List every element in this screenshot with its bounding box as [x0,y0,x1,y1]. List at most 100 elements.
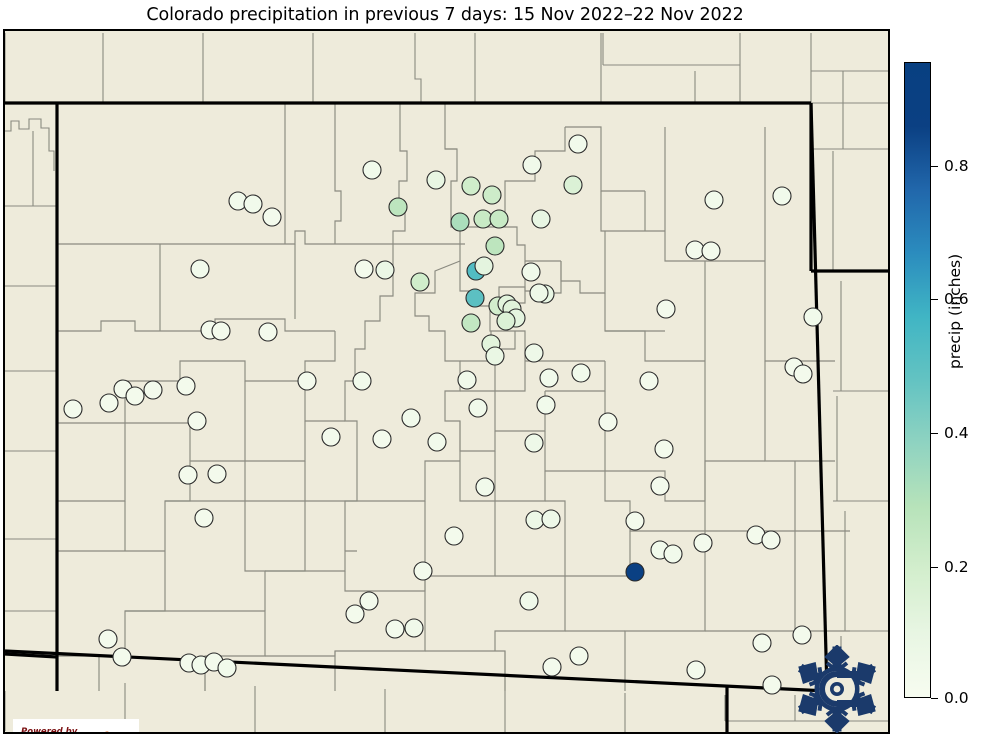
colorbar[interactable] [904,62,931,698]
station-marker[interactable] [410,272,430,292]
station-marker[interactable] [187,411,207,431]
station-marker[interactable] [207,464,227,484]
station-marker[interactable] [354,259,374,279]
station-marker[interactable] [99,393,119,413]
colorbar-gradient [905,63,930,697]
station-markers[interactable] [63,134,823,695]
station-marker[interactable] [793,364,813,384]
station-marker[interactable] [362,160,382,180]
station-marker[interactable] [461,176,481,196]
station-marker[interactable] [258,322,278,342]
colorbar-tick [931,433,938,434]
station-marker[interactable] [598,412,618,432]
colorado-climate-center-snowflake-icon [797,645,877,733]
station-marker[interactable] [485,236,505,256]
station-marker[interactable] [752,633,772,653]
station-marker[interactable] [190,259,210,279]
station-marker[interactable] [217,658,237,678]
station-marker[interactable] [125,386,145,406]
colorado-county-map[interactable] [5,31,888,732]
station-marker[interactable] [388,197,408,217]
station-marker[interactable] [211,321,231,341]
station-marker[interactable] [701,241,721,261]
station-marker[interactable] [176,376,196,396]
station-marker[interactable] [404,618,424,638]
station-marker[interactable] [375,260,395,280]
station-marker[interactable] [63,399,83,419]
station-marker[interactable] [473,209,493,229]
station-marker[interactable] [345,604,365,624]
station-marker[interactable] [654,439,674,459]
colorbar-tick-label: 0.6 [944,290,969,308]
station-marker[interactable] [569,646,589,666]
station-marker[interactable] [539,368,559,388]
station-marker[interactable] [693,533,713,553]
station-marker[interactable] [650,476,670,496]
station-marker[interactable] [704,190,724,210]
station-marker[interactable] [401,408,421,428]
station-marker[interactable] [426,170,446,190]
station-marker[interactable] [352,371,372,391]
station-marker[interactable] [474,256,494,276]
station-marker[interactable] [571,363,591,383]
station-marker[interactable] [686,660,706,680]
station-marker[interactable] [639,371,659,391]
station-marker[interactable] [529,283,549,303]
station-marker[interactable] [359,591,379,611]
acis-swoosh-icon [104,731,109,732]
station-marker[interactable] [772,186,792,206]
station-marker[interactable] [536,395,556,415]
colorbar-tick-label: 0.2 [944,558,969,576]
station-marker[interactable] [663,544,683,564]
station-marker[interactable] [496,311,516,331]
station-marker[interactable] [427,432,447,452]
station-marker[interactable] [563,175,583,195]
station-marker[interactable] [568,134,588,154]
station-marker[interactable] [444,526,464,546]
station-marker[interactable] [519,591,539,611]
station-marker[interactable] [522,155,542,175]
station-marker[interactable] [531,209,551,229]
station-marker[interactable] [625,511,645,531]
station-marker[interactable] [792,625,812,645]
station-marker[interactable] [372,429,392,449]
station-marker[interactable] [461,313,481,333]
station-marker[interactable] [521,262,541,282]
station-marker[interactable] [685,240,705,260]
station-marker[interactable] [413,561,433,581]
station-marker[interactable] [112,647,132,667]
map-panel[interactable]: Powered by ACIS Regional Climate Centers [3,29,890,734]
acis-logo-background [13,719,139,732]
station-marker[interactable] [524,343,544,363]
colorbar-tick [931,299,938,300]
station-marker[interactable] [625,562,645,582]
station-marker[interactable] [525,510,545,530]
station-marker[interactable] [98,629,118,649]
station-marker[interactable] [143,380,163,400]
station-marker[interactable] [297,371,317,391]
station-marker[interactable] [482,185,502,205]
station-marker[interactable] [803,307,823,327]
station-marker[interactable] [761,530,781,550]
station-marker[interactable] [178,465,198,485]
station-marker[interactable] [541,509,561,529]
station-marker[interactable] [489,209,509,229]
station-marker[interactable] [243,194,263,214]
station-marker[interactable] [465,288,485,308]
station-marker[interactable] [321,427,341,447]
station-marker[interactable] [385,619,405,639]
station-marker[interactable] [524,433,544,453]
station-marker[interactable] [542,657,562,677]
station-marker[interactable] [457,370,477,390]
station-marker[interactable] [468,398,488,418]
colorbar-axis-label: precip (inches) [946,253,964,369]
station-marker[interactable] [762,675,782,695]
station-marker[interactable] [656,299,676,319]
station-marker[interactable] [475,477,495,497]
station-marker[interactable] [450,212,470,232]
colorbar-tick [931,166,938,167]
station-marker[interactable] [485,346,505,366]
station-marker[interactable] [194,508,214,528]
colorado-state-border [5,101,888,732]
station-marker[interactable] [262,207,282,227]
